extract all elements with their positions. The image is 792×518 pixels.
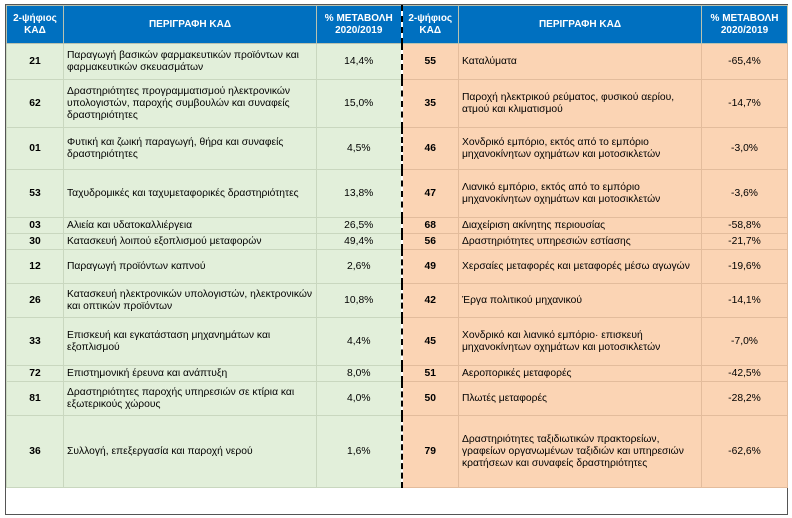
right-code: 50 [401, 381, 459, 416]
left-change: 26,5% [316, 217, 403, 234]
right-code: 46 [401, 127, 459, 170]
right-code: 35 [401, 79, 459, 128]
left-description: Κατασκευή λοιπού εξοπλισμού μεταφορών [63, 233, 317, 250]
right-description: Καταλύματα [458, 43, 702, 80]
right-code: 49 [401, 249, 459, 284]
right-change: -14,7% [701, 79, 788, 128]
left-description: Παραγωγή προϊόντων καπνού [63, 249, 317, 284]
table-row: 01 Φυτική και ζωική παραγωγή, θήρα και συ… [6, 127, 788, 170]
left-change: 4,0% [316, 381, 403, 416]
left-change: 15,0% [316, 79, 403, 128]
kad-change-table-container: 2-ψήφιος ΚΑΔ ΠΕΡΙΓΡΑΦΗ ΚΑΔ % ΜΕΤΑΒΟΛΗ 20… [5, 4, 788, 515]
table-row: 72 Επιστημονική έρευνα και ανάπτυξη 8,0% 51… [6, 365, 788, 382]
header-change-left: % ΜΕΤΑΒΟΛΗ 2020/2019 [316, 5, 403, 44]
right-change: -21,7% [701, 233, 788, 250]
right-change: -14,1% [701, 283, 788, 318]
left-code: 53 [6, 169, 64, 218]
right-description: Χονδρικό και λιανικό εμπόριο· επισκευή μ… [458, 317, 702, 366]
left-change: 10,8% [316, 283, 403, 318]
table-row: 21 Παραγωγή βασικών φαρμακευτικών προϊόντ… [6, 43, 788, 80]
right-code: 45 [401, 317, 459, 366]
left-change: 49,4% [316, 233, 403, 250]
left-code: 36 [6, 415, 64, 488]
left-change: 8,0% [316, 365, 403, 382]
right-change: -42,5% [701, 365, 788, 382]
left-code: 30 [6, 233, 64, 250]
left-description: Παραγωγή βασικών φαρμακευτικών προϊόντων… [63, 43, 317, 80]
left-description: Επιστημονική έρευνα και ανάπτυξη [63, 365, 317, 382]
left-code: 62 [6, 79, 64, 128]
right-code: 47 [401, 169, 459, 218]
left-description: Επισκευή και εγκατάσταση μηχανημάτων και… [63, 317, 317, 366]
left-code: 12 [6, 249, 64, 284]
right-description: Έργα πολιτικού μηχανικού [458, 283, 702, 318]
left-code: 01 [6, 127, 64, 170]
header-code-right: 2-ψήφιος ΚΑΔ [401, 5, 459, 44]
right-code: 42 [401, 283, 459, 318]
left-code: 03 [6, 217, 64, 234]
left-change: 13,8% [316, 169, 403, 218]
left-description: Ταχυδρομικές και ταχυμεταφορικές δραστηρ… [63, 169, 317, 218]
table-row: 12 Παραγωγή προϊόντων καπνού 2,6% 49 Χερσαίε… [6, 249, 788, 284]
left-description: Δραστηριότητες προγραμματισμού ηλεκτρονι… [63, 79, 317, 128]
left-description: Δραστηριότητες παροχής υπηρεσιών σε κτίρ… [63, 381, 317, 416]
left-code: 21 [6, 43, 64, 80]
table-row: 30 Κατασκευή λοιπού εξοπλισμού μεταφορών 4… [6, 233, 788, 250]
table-row: 81 Δραστηριότητες παροχής υπηρεσιών σε κτ… [6, 381, 788, 416]
right-change: -19,6% [701, 249, 788, 284]
left-description: Αλιεία και υδατοκαλλιέργεια [63, 217, 317, 234]
right-change: -7,0% [701, 317, 788, 366]
right-code: 56 [401, 233, 459, 250]
right-description: Χονδρικό εμπόριο, εκτός από το εμπόριο μ… [458, 127, 702, 170]
left-description: Φυτική και ζωική παραγωγή, θήρα και συνα… [63, 127, 317, 170]
header-code-left: 2-ψήφιος ΚΑΔ [6, 5, 64, 44]
right-code: 51 [401, 365, 459, 382]
table-row: 36 Συλλογή, επεξεργασία και παροχή νερού 1… [6, 415, 788, 488]
left-description: Συλλογή, επεξεργασία και παροχή νερού [63, 415, 317, 488]
right-description: Λιανικό εμπόριο, εκτός από το εμπόριο μη… [458, 169, 702, 218]
right-change: -28,2% [701, 381, 788, 416]
right-description: Δραστηριότητες υπηρεσιών εστίασης [458, 233, 702, 250]
left-change: 4,4% [316, 317, 403, 366]
kad-change-table: 2-ψήφιος ΚΑΔ ΠΕΡΙΓΡΑΦΗ ΚΑΔ % ΜΕΤΑΒΟΛΗ 20… [6, 5, 788, 488]
right-change: -3,0% [701, 127, 788, 170]
right-change: -62,6% [701, 415, 788, 488]
left-description: Κατασκευή ηλεκτρονικών υπολογιστών, ηλεκ… [63, 283, 317, 318]
right-code: 79 [401, 415, 459, 488]
left-code: 81 [6, 381, 64, 416]
header-row: 2-ψήφιος ΚΑΔ ΠΕΡΙΓΡΑΦΗ ΚΑΔ % ΜΕΤΑΒΟΛΗ 20… [6, 5, 788, 44]
right-description: Δραστηριότητες ταξιδιωτικών πρακτορείων,… [458, 415, 702, 488]
table-row: 62 Δραστηριότητες προγραμματισμού ηλεκτρο… [6, 79, 788, 128]
table-row: 33 Επισκευή και εγκατάσταση μηχανημάτων κ… [6, 317, 788, 366]
left-change: 2,6% [316, 249, 403, 284]
right-description: Χερσαίες μεταφορές και μεταφορές μέσω αγ… [458, 249, 702, 284]
left-code: 33 [6, 317, 64, 366]
left-code: 26 [6, 283, 64, 318]
right-code: 55 [401, 43, 459, 80]
right-description: Διαχείριση ακίνητης περιουσίας [458, 217, 702, 234]
left-change: 1,6% [316, 415, 403, 488]
left-change: 14,4% [316, 43, 403, 80]
header-desc-left: ΠΕΡΙΓΡΑΦΗ ΚΑΔ [63, 5, 317, 44]
header-desc-right: ΠΕΡΙΓΡΑΦΗ ΚΑΔ [458, 5, 702, 44]
right-description: Πλωτές μεταφορές [458, 381, 702, 416]
left-code: 72 [6, 365, 64, 382]
table-row: 53 Ταχυδρομικές και ταχυμεταφορικές δραστ… [6, 169, 788, 218]
table-row: 26 Κατασκευή ηλεκτρονικών υπολογιστών, ηλ… [6, 283, 788, 318]
right-description: Αεροπορικές μεταφορές [458, 365, 702, 382]
right-change: -58,8% [701, 217, 788, 234]
table-row: 03 Αλιεία και υδατοκαλλιέργεια 26,5% 68 Διαχ… [6, 217, 788, 234]
left-change: 4,5% [316, 127, 403, 170]
right-change: -65,4% [701, 43, 788, 80]
right-description: Παροχή ηλεκτρικού ρεύματος, φυσικού αερί… [458, 79, 702, 128]
header-change-right: % ΜΕΤΑΒΟΛΗ 2020/2019 [701, 5, 788, 44]
right-code: 68 [401, 217, 459, 234]
right-change: -3,6% [701, 169, 788, 218]
